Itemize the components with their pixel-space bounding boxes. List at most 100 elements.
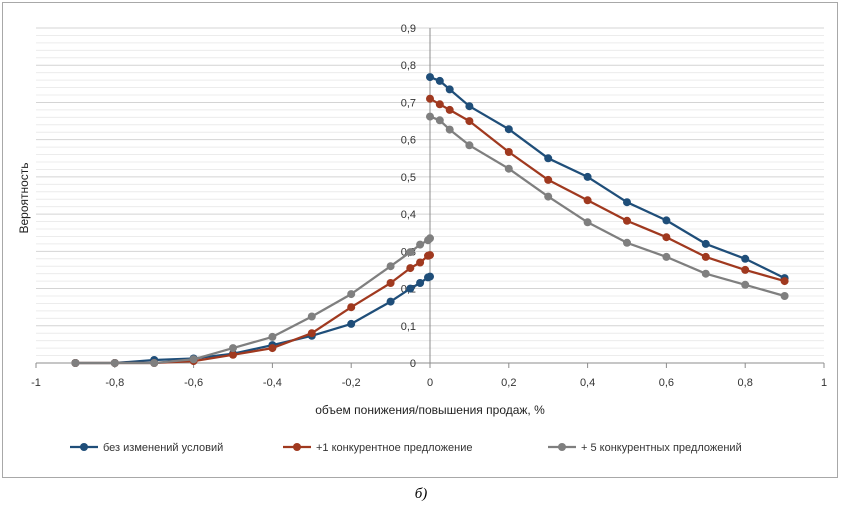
y-tick-label: 0,8	[401, 60, 416, 72]
data-point	[780, 277, 789, 286]
data-point	[465, 117, 474, 126]
data-point	[416, 258, 425, 267]
data-point	[504, 125, 513, 134]
x-tick-label: -0,6	[184, 377, 203, 389]
data-point	[406, 264, 415, 273]
x-axis-label: объем понижения/повышения продаж, %	[315, 403, 545, 417]
data-point	[780, 292, 789, 300]
data-point	[426, 112, 434, 121]
y-tick-label: 0,5	[401, 172, 416, 184]
data-point	[347, 290, 356, 299]
series-3	[426, 94, 789, 286]
probability-line-chart: -1-0,8-0,6-0,4-0,200,20,40,60,8100,10,20…	[17, 23, 827, 454]
data-point	[406, 248, 415, 257]
data-point	[741, 254, 750, 263]
data-point	[544, 175, 553, 184]
legend-item: + 5 конкурентных предложений	[548, 442, 742, 454]
y-tick-label: 0	[410, 358, 416, 370]
y-tick-label: 0,7	[401, 97, 416, 109]
data-point	[701, 252, 710, 261]
data-point	[347, 319, 356, 328]
data-point	[229, 344, 237, 353]
y-tick-label: 0,6	[401, 135, 416, 147]
data-point	[268, 332, 277, 341]
chart-legend: без изменений условий +1 конкурентное пре…	[70, 442, 742, 454]
series-line	[75, 237, 431, 365]
x-tick-label: 0,8	[738, 377, 753, 389]
y-tick-label: 0,1	[401, 321, 416, 333]
legend-item: без изменений условий	[70, 442, 223, 454]
data-point	[662, 233, 671, 242]
data-point	[426, 94, 434, 103]
data-point	[307, 312, 316, 321]
data-point	[465, 141, 474, 150]
legend-label: + 5 конкурентных предложений	[581, 442, 742, 454]
data-point	[701, 269, 710, 278]
x-tick-label: 1	[821, 377, 827, 389]
data-point	[386, 297, 395, 306]
data-point	[623, 198, 631, 207]
data-point	[445, 125, 454, 134]
legend-label: +1 конкурентное предложение	[316, 442, 472, 454]
data-point	[229, 350, 237, 359]
data-point	[435, 76, 444, 85]
series-5	[426, 112, 789, 300]
x-tick-label: -0,4	[263, 377, 282, 389]
data-point	[406, 284, 415, 293]
data-point	[71, 359, 80, 367]
x-tick-label: 0	[427, 377, 433, 389]
chart-series	[71, 73, 789, 367]
y-axis-label: Вероятность	[17, 162, 31, 233]
data-point	[189, 355, 198, 364]
data-point	[150, 359, 159, 367]
data-point	[445, 85, 454, 94]
data-point	[662, 216, 671, 225]
x-tick-label: -0,2	[342, 377, 361, 389]
legend-swatch-marker	[80, 443, 88, 451]
data-point	[662, 252, 671, 261]
data-point	[307, 329, 316, 338]
data-point	[465, 102, 474, 111]
data-point	[268, 344, 277, 353]
legend-swatch-marker	[293, 443, 301, 451]
series-line	[75, 275, 431, 365]
series-1	[426, 73, 789, 283]
data-point	[741, 280, 750, 289]
series-line	[429, 76, 786, 280]
y-tick-label: 0,9	[401, 23, 416, 35]
chart-frame	[2, 2, 838, 478]
data-point	[623, 216, 631, 225]
data-point	[426, 73, 434, 82]
data-point	[701, 239, 710, 248]
data-point	[583, 172, 592, 181]
legend-item: +1 конкурентное предложение	[283, 442, 472, 454]
data-point	[623, 238, 631, 247]
data-point	[426, 272, 434, 281]
x-tick-label: 0,4	[580, 377, 595, 389]
data-point	[504, 148, 513, 156]
y-tick-label: 0,4	[401, 209, 416, 221]
data-point	[435, 116, 444, 125]
legend-label: без изменений условий	[103, 442, 223, 454]
x-tick-label: -0,8	[105, 377, 124, 389]
data-point	[416, 240, 425, 249]
series-4	[71, 234, 434, 367]
data-point	[583, 218, 592, 227]
data-point	[110, 359, 119, 367]
figure-caption: б)	[414, 486, 428, 502]
x-tick-label: 0,6	[659, 377, 674, 389]
data-point	[445, 105, 454, 114]
data-point	[544, 154, 553, 163]
data-point	[347, 303, 356, 312]
data-point	[504, 164, 513, 173]
data-point	[426, 234, 434, 243]
data-point	[416, 279, 425, 287]
legend-swatch-marker	[558, 443, 566, 451]
data-point	[583, 196, 592, 205]
data-point	[435, 100, 444, 109]
x-tick-label: -1	[31, 377, 41, 389]
series-0	[71, 272, 434, 367]
data-point	[426, 251, 434, 260]
x-tick-label: 0,2	[501, 377, 516, 389]
data-point	[386, 262, 395, 271]
